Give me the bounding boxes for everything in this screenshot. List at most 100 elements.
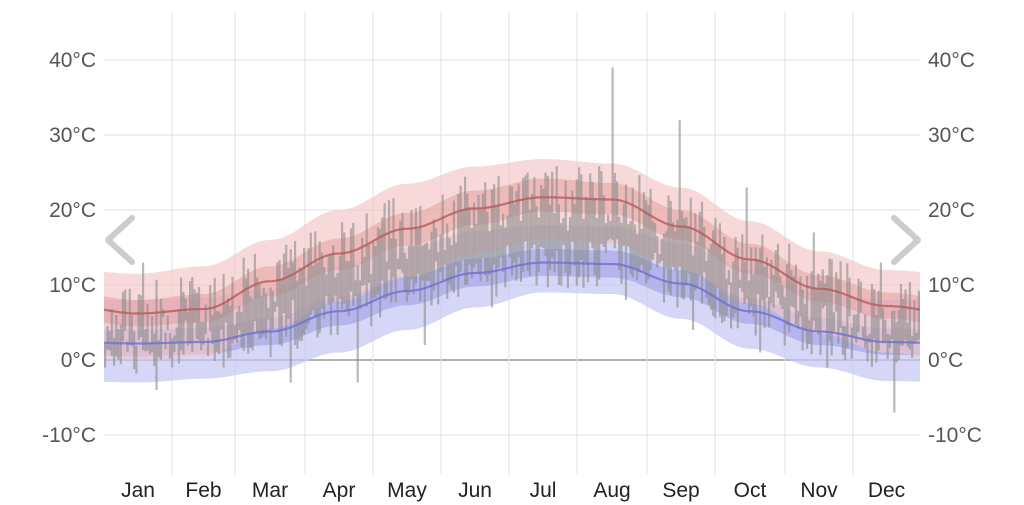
daily-bar [738, 279, 742, 288]
daily-bar [904, 289, 907, 341]
daily-bar [484, 182, 487, 276]
daily-bar [231, 276, 234, 344]
daily-bar [280, 278, 283, 346]
daily-bar [703, 226, 706, 273]
daily-bar [441, 194, 444, 280]
daily-bar [656, 236, 659, 268]
daily-bar [734, 237, 737, 314]
daily-bar [316, 262, 319, 338]
daily-bar [287, 268, 290, 319]
daily-bar [678, 120, 681, 267]
daily-bar [743, 261, 746, 304]
daily-bar [709, 244, 713, 310]
chevron-left-icon [105, 215, 135, 265]
daily-bar [806, 275, 809, 349]
daily-bar [320, 252, 324, 309]
daily-bar [544, 172, 547, 257]
daily-bar [345, 260, 348, 311]
daily-bar [361, 237, 364, 286]
daily-bar [267, 307, 270, 320]
daily-bar [276, 262, 279, 307]
daily-bar [238, 306, 241, 330]
daily-bar [323, 267, 326, 320]
next-button[interactable] [884, 208, 928, 272]
daily-bar [899, 283, 903, 346]
daily-bar [202, 321, 205, 345]
daily-bar [282, 253, 286, 314]
daily-bar [327, 256, 330, 305]
daily-bar [461, 209, 464, 261]
month-label: May [387, 479, 427, 502]
daily-bar [396, 258, 400, 270]
daily-bar [220, 313, 223, 330]
daily-bar [117, 329, 120, 360]
daily-bar [506, 215, 509, 246]
daily-bar [121, 291, 125, 342]
daily-bar [640, 229, 643, 265]
daily-bar [166, 315, 169, 330]
daily-bar [598, 166, 601, 280]
daily-bar [819, 280, 822, 355]
daily-bar [676, 219, 679, 308]
y-tick-label-right: -10°C [928, 424, 982, 447]
daily-bar [370, 274, 373, 327]
daily-bar [224, 303, 227, 323]
daily-bar [493, 184, 496, 265]
previous-button[interactable] [96, 208, 140, 272]
daily-bar [788, 243, 791, 333]
daily-bar [159, 298, 163, 360]
daily-bar [595, 218, 599, 287]
daily-bar [417, 227, 420, 274]
daily-bar [249, 296, 252, 349]
daily-bar [727, 270, 730, 285]
daily-bar [262, 288, 265, 336]
daily-bar [177, 309, 180, 364]
daily-bar [873, 288, 876, 340]
daily-bar [828, 258, 831, 341]
daily-bar [472, 202, 476, 268]
y-tick-label-right: 30°C [928, 124, 975, 147]
daily-bar [513, 204, 516, 263]
daily-bar [437, 251, 440, 305]
daily-bar [466, 193, 469, 285]
daily-bar [405, 258, 408, 302]
daily-bar [247, 268, 250, 354]
daily-bar [497, 175, 500, 268]
daily-bar [446, 223, 449, 299]
daily-bar [325, 274, 328, 297]
y-tick-label-left: 40°C [49, 49, 96, 72]
daily-bar [524, 175, 527, 242]
daily-bar [667, 195, 670, 292]
daily-bar [884, 319, 887, 342]
month-label: Dec [868, 479, 905, 502]
daily-bar [113, 337, 116, 366]
daily-bar [265, 293, 268, 340]
daily-bar [662, 233, 666, 303]
daily-bar [759, 248, 762, 353]
daily-bar [553, 213, 556, 272]
daily-bar [669, 201, 672, 296]
daily-bar [215, 311, 218, 352]
daily-bar [490, 189, 493, 308]
daily-bar [537, 217, 540, 272]
daily-bar [832, 312, 835, 332]
daily-bar [580, 174, 583, 260]
daily-bar [877, 290, 880, 351]
daily-bar [779, 276, 782, 306]
daily-bar [555, 166, 558, 251]
daily-bar [694, 213, 697, 291]
y-tick-label-left: -10°C [42, 424, 96, 447]
daily-bar [566, 231, 569, 289]
daily-bar [613, 172, 616, 249]
daily-bar [808, 320, 811, 344]
daily-bar [866, 335, 869, 362]
daily-bar [294, 241, 297, 345]
daily-bar [712, 230, 715, 317]
daily-bar [870, 284, 873, 367]
daily-bar [564, 180, 567, 273]
daily-bar [571, 190, 574, 242]
daily-bar [256, 277, 259, 332]
daily-bar [522, 177, 525, 273]
daily-bar [548, 204, 552, 270]
daily-bar [830, 259, 833, 356]
